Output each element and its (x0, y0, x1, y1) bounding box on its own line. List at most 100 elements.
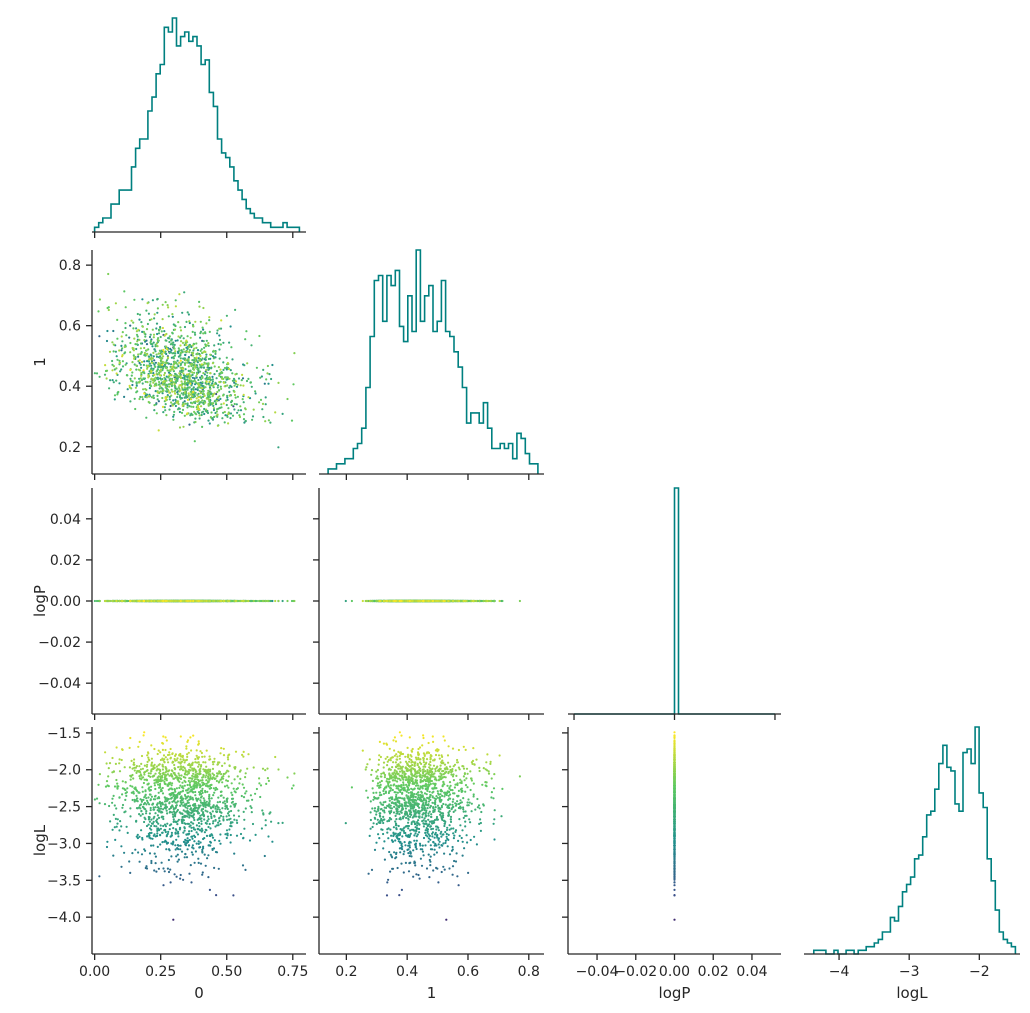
scatter-point (427, 599, 430, 603)
scatter-point (191, 359, 194, 362)
scatter-point (175, 388, 178, 391)
scatter-point (145, 396, 148, 399)
scatter-point (152, 362, 155, 365)
scatter-point (388, 599, 391, 603)
scatter-point (229, 417, 232, 420)
scatter-point (148, 387, 151, 390)
scatter-point (216, 390, 219, 394)
scatter-point (161, 303, 164, 306)
scatter-point (188, 830, 191, 833)
scatter-point (286, 599, 289, 603)
scatter-point (172, 399, 175, 402)
scatter-point (238, 414, 241, 417)
scatter-point (159, 827, 162, 830)
scatter-point (170, 349, 173, 352)
scatter-point (186, 837, 189, 840)
scatter-point (169, 810, 172, 813)
scatter-point (241, 377, 245, 380)
scatter-point (150, 385, 153, 388)
scatter-point (207, 403, 210, 406)
scatter-panel-1-vs-logP (344, 599, 522, 603)
scatter-point (153, 365, 156, 368)
scatter-point (233, 384, 236, 387)
scatter-point (183, 400, 186, 403)
scatter-point (180, 411, 184, 414)
scatter-point (135, 391, 138, 394)
scatter-point (260, 827, 263, 830)
scatter-point (188, 361, 191, 364)
scatter-point (133, 599, 136, 603)
scatter-point (203, 818, 206, 821)
scatter-point (153, 317, 156, 320)
scatter-point (155, 355, 159, 358)
scatter-point (191, 853, 194, 856)
scatter-point (139, 342, 143, 345)
scatter-point (200, 378, 203, 381)
scatter-point (249, 599, 252, 603)
scatter-point (148, 852, 152, 855)
scatter-point (145, 812, 148, 815)
scatter-point (200, 827, 203, 830)
scatter-point (213, 344, 216, 347)
scatter-point (173, 324, 176, 327)
scatter-point (204, 401, 207, 404)
scatter-point (274, 411, 277, 414)
scatter-point (161, 326, 164, 330)
scatter-point (105, 369, 109, 372)
scatter-point (137, 355, 140, 358)
scatter-point (182, 425, 185, 428)
scatter-point (162, 824, 165, 828)
scatter-point (189, 393, 192, 396)
scatter-point (169, 599, 172, 603)
scatter-point (186, 311, 189, 314)
scatter-point (206, 857, 209, 860)
scatter-point (187, 380, 190, 383)
scatter-point (217, 396, 220, 399)
scatter-point (132, 347, 135, 350)
scatter-point (156, 394, 159, 397)
scatter-point (172, 381, 175, 384)
scatter-point (197, 840, 200, 843)
scatter-point (192, 813, 196, 816)
scatter-point (177, 830, 180, 834)
scatter-point (165, 848, 168, 851)
scatter-point (174, 844, 177, 847)
scatter-point (135, 381, 138, 384)
scatter-point (213, 373, 216, 376)
scatter-point (361, 599, 364, 603)
scatter-point (264, 599, 267, 603)
scatter-point (196, 827, 199, 830)
scatter-point (138, 599, 141, 603)
scatter-point (204, 362, 207, 365)
scatter-point (124, 326, 127, 330)
scatter-point (149, 340, 152, 343)
scatter-point (192, 368, 196, 371)
scatter-point (230, 599, 233, 603)
scatter-point (150, 318, 153, 321)
scatter-point (223, 385, 226, 388)
scatter-point (199, 401, 203, 404)
scatter-point (263, 382, 266, 385)
scatter-point (157, 332, 161, 335)
scatter-point (189, 344, 192, 347)
scatter-point (133, 377, 136, 380)
scatter-point (173, 328, 177, 331)
scatter-point (182, 401, 185, 404)
scatter-point (188, 349, 191, 352)
scatter-point (228, 810, 231, 813)
scatter-point (199, 336, 202, 339)
scatter-point (198, 414, 201, 417)
scatter-point (129, 379, 133, 382)
scatter-point (189, 382, 192, 385)
scatter-point (153, 348, 156, 351)
scatter-point (187, 365, 190, 368)
scatter-point (250, 344, 253, 347)
scatter-point (128, 386, 131, 389)
scatter-point (143, 351, 146, 355)
scatter-point (175, 855, 178, 858)
scatter-point (162, 599, 165, 603)
scatter-point (482, 599, 485, 603)
scatter-point (191, 373, 194, 376)
scatter-point (182, 374, 185, 377)
scatter-point (216, 386, 219, 389)
